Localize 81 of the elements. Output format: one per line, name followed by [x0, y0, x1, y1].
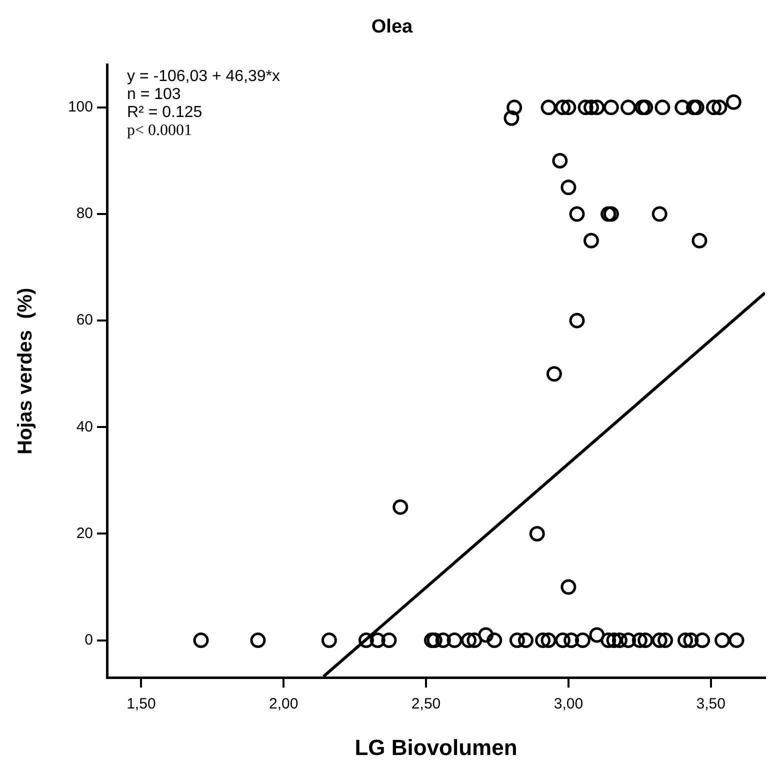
point: [706, 100, 722, 116]
annotation: p< 0.0001: [127, 122, 192, 140]
point: [606, 632, 622, 648]
annotation: n = 103: [127, 86, 181, 104]
point: [560, 579, 576, 595]
point: [478, 627, 494, 643]
point: [569, 206, 585, 222]
point: [555, 100, 571, 116]
point: [424, 632, 440, 648]
point: [461, 632, 477, 648]
point: [370, 632, 386, 648]
point: [518, 632, 534, 648]
point: [632, 632, 648, 648]
point: [603, 100, 619, 116]
point: [574, 632, 590, 648]
y-axis-title: Hojas verdes (%): [14, 288, 37, 455]
point: [620, 100, 636, 116]
point: [652, 206, 668, 222]
point: [552, 152, 568, 168]
point: [435, 632, 451, 648]
point: [466, 632, 482, 648]
x-tick-label: 3,00: [554, 696, 584, 713]
point: [193, 632, 209, 648]
point: [546, 366, 562, 382]
point: [728, 632, 744, 648]
point: [589, 627, 605, 643]
point: [560, 180, 576, 196]
y-tick-label: 40: [76, 418, 93, 436]
x-tick-label: 2,00: [269, 696, 298, 713]
y-tick-label: 0: [84, 631, 93, 648]
point: [638, 632, 654, 648]
point: [504, 110, 520, 126]
x-tick-label: 3,50: [696, 696, 726, 713]
point: [677, 632, 693, 648]
point: [560, 100, 576, 116]
x-tick-label: 1,50: [126, 696, 156, 713]
point: [583, 232, 599, 248]
point: [600, 632, 616, 648]
point: [714, 632, 730, 648]
point: [674, 100, 690, 116]
y-tick-label: 80: [76, 205, 93, 222]
y-tick-label: 60: [76, 312, 93, 329]
point: [321, 632, 337, 648]
point: [540, 632, 556, 648]
point: [683, 632, 699, 648]
point: [583, 100, 599, 116]
point: [712, 100, 728, 116]
point: [620, 632, 636, 648]
point: [654, 100, 670, 116]
point: [638, 100, 654, 116]
point: [612, 632, 628, 648]
point: [426, 632, 442, 648]
y-tick-label: 20: [76, 524, 93, 542]
point: [446, 632, 462, 648]
point: [540, 100, 556, 116]
chart-title: Olea: [371, 16, 414, 38]
x-tick-label: 2,50: [411, 696, 441, 713]
point: [506, 100, 522, 116]
point: [535, 632, 551, 648]
point: [509, 632, 525, 648]
point: [694, 632, 710, 648]
point: [358, 632, 374, 648]
point: [589, 100, 605, 116]
point: [250, 632, 266, 648]
annotation: y = -106,03 + 46,39*x: [127, 68, 280, 86]
point: [692, 232, 708, 248]
point: [564, 632, 580, 648]
point: [555, 632, 571, 648]
point: [634, 100, 650, 116]
x-axis-title: LG Biovolumen: [354, 734, 518, 760]
point: [578, 100, 594, 116]
y-tick-label: 100: [68, 98, 93, 116]
annotation: R² = 0.125: [127, 104, 202, 122]
point: [381, 632, 397, 648]
point: [392, 499, 408, 515]
point: [486, 632, 502, 648]
point: [569, 312, 585, 328]
point: [652, 632, 668, 648]
point: [529, 526, 545, 542]
point: [726, 94, 742, 110]
point: [658, 632, 674, 648]
